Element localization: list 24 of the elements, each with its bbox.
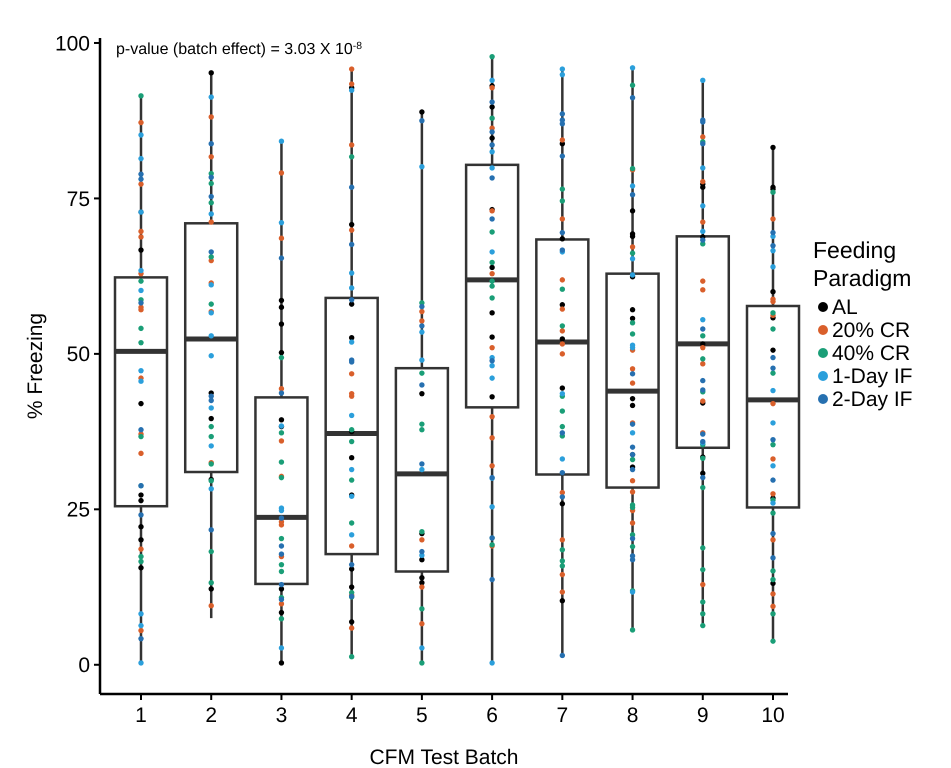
x-tick-label: 4 [346,704,358,727]
y-axis-title: % Freezing [24,312,47,420]
y-tick-label: 50 [66,343,90,366]
legend-label: 2-Day IF [832,388,913,411]
x-tick-label: 3 [276,704,288,727]
annotation: p-value (batch effect) = 3.03 X 10$^{-8}$ [116,40,362,58]
legend-label: 1-Day IF [832,365,913,388]
legend-label: AL [832,296,858,319]
x-tick-label: 8 [626,704,638,727]
legend-label: 20% CR [832,319,910,342]
legend-label: 40% CR [832,342,910,365]
y-tick-label: 25 [66,498,90,522]
y-tick-label: 0 [78,654,90,678]
x-tick-label: 10 [761,704,785,727]
x-tick-label: 5 [416,704,428,727]
x-tick-label: 9 [696,704,709,727]
x-tick-label: 2 [205,704,218,727]
legend-title: Feeding Paradigm [813,237,912,291]
x-tick-label: 7 [556,704,568,727]
x-axis-title: CFM Test Batch [370,746,518,768]
x-tick-label: 6 [486,704,498,727]
y-tick-label: 100 [54,32,90,56]
x-tick-label: 1 [135,704,147,727]
y-tick-label: 75 [66,188,90,211]
